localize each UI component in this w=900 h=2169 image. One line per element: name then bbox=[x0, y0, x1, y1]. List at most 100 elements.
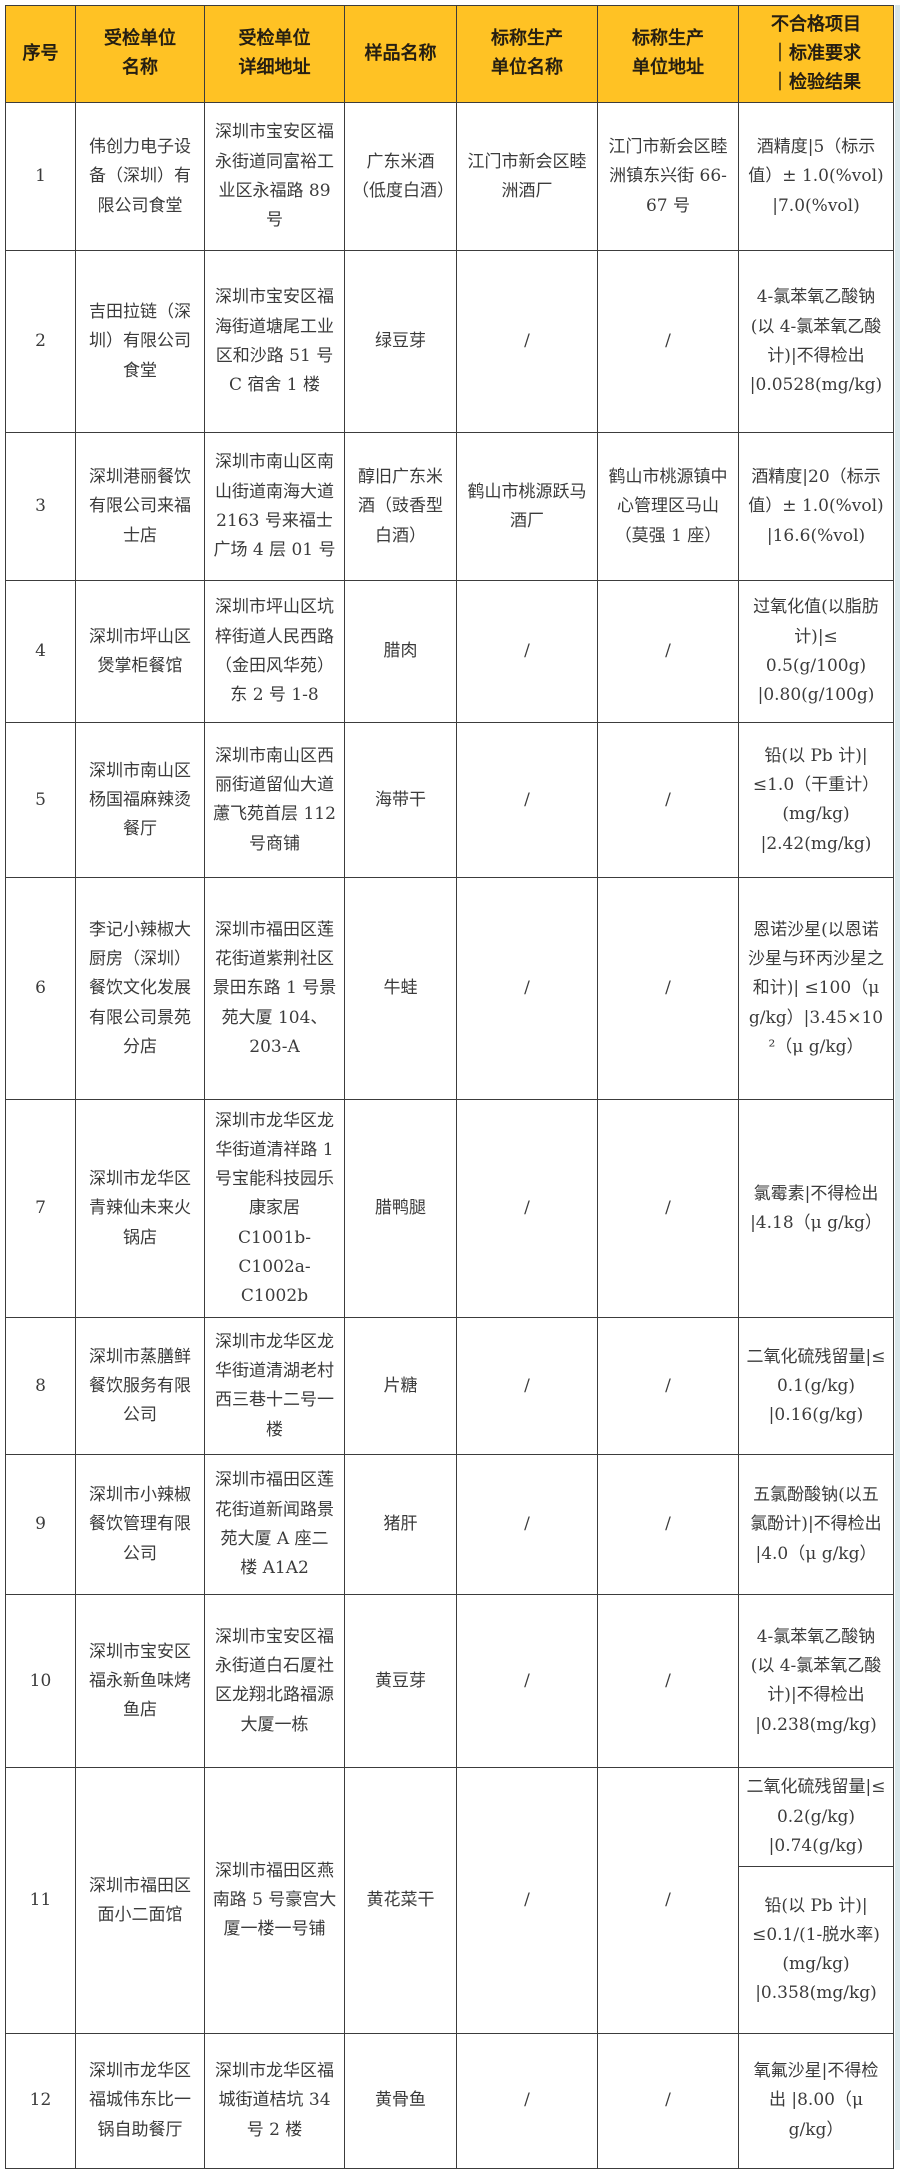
cell-test-result: 恩诺沙星(以恩诺沙星与环丙沙星之和计)| ≤100（μ g/kg）|3.45×1… bbox=[738, 877, 894, 1101]
cell-producer-address: / bbox=[597, 1317, 739, 1456]
cell-sample-name: 醇旧广东米酒（豉香型白酒） bbox=[344, 432, 457, 582]
cell-unit-address: 深圳市龙华区福城街道桔坑 34 号 2 楼 bbox=[204, 2033, 345, 2169]
cell-producer-name: / bbox=[456, 877, 598, 1101]
cell-inspected-unit: 深圳港丽餐饮有限公司来福士店 bbox=[75, 432, 205, 582]
header-sample-name: 样品名称 bbox=[344, 4, 457, 104]
page-edge-strip bbox=[895, 5, 900, 2150]
cell-inspected-unit: 伟创力电子设备（深圳）有限公司食堂 bbox=[75, 102, 205, 252]
cell-test-result: 铅(以 Pb 计)| ≤1.0（干重计）(mg/kg) |2.42(mg/kg) bbox=[738, 722, 894, 879]
cell-unit-address: 深圳市福田区莲花街道紫荆社区景田东路 1 号景苑大厦 104、203-A bbox=[204, 877, 345, 1101]
cell-inspected-unit: 深圳市南山区杨国福麻辣烫餐厅 bbox=[75, 722, 205, 879]
table-row: 7 深圳市龙华区青辣仙未来火锅店 深圳市龙华区龙华街道清祥路 1 号宝能科技园乐… bbox=[5, 1099, 894, 1319]
cell-test-result: 二氧化硫残留量|≤ 0.1(g/kg) |0.16(g/kg) bbox=[738, 1317, 894, 1456]
cell-test-result: 4-氯苯氧乙酸钠(以 4-氯苯氧乙酸计)|不得检出 |0.0528(mg/kg) bbox=[738, 250, 894, 434]
cell-unit-address: 深圳市宝安区福海街道塘尾工业区和沙路 51 号 C 宿舍 1 楼 bbox=[204, 250, 345, 434]
cell-sample-name: 广东米酒（低度白酒） bbox=[344, 102, 457, 252]
cell-serial-number: 2 bbox=[5, 250, 76, 434]
header-result: 不合格项目 ｜标准要求 ｜检验结果 bbox=[738, 4, 894, 104]
cell-producer-name: / bbox=[456, 1317, 598, 1456]
cell-sample-name: 海带干 bbox=[344, 722, 457, 879]
header-producer-address: 标称生产 单位地址 bbox=[597, 4, 739, 104]
cell-producer-name: / bbox=[456, 2033, 598, 2169]
cell-producer-address: / bbox=[597, 1767, 739, 2035]
cell-inspected-unit: 深圳市宝安区福永新鱼味烤鱼店 bbox=[75, 1594, 205, 1769]
cell-serial-number: 9 bbox=[5, 1454, 76, 1596]
table-row: 2 吉田拉链（深圳）有限公司食堂 深圳市宝安区福海街道塘尾工业区和沙路 51 号… bbox=[5, 250, 894, 434]
cell-sample-name: 片糖 bbox=[344, 1317, 457, 1456]
table-row: 4 深圳市坪山区煲掌柜餐馆 深圳市坪山区坑梓街道人民西路（金田风华苑）东 2 号… bbox=[5, 580, 894, 724]
cell-producer-address: 鹤山市桃源镇中心管理区马山（莫强 1 座） bbox=[597, 432, 739, 582]
cell-test-result: 二氧化硫残留量|≤ 0.2(g/kg) |0.74(g/kg) bbox=[738, 1767, 894, 1868]
cell-producer-address: / bbox=[597, 1099, 739, 1319]
cell-producer-address: / bbox=[597, 1454, 739, 1596]
inspection-table: 序号 受检单位 名称 受检单位 详细地址 样品名称 标称生产 单位名称 标称生产… bbox=[5, 4, 894, 2169]
cell-producer-name: / bbox=[456, 580, 598, 724]
cell-producer-name: / bbox=[456, 722, 598, 879]
cell-producer-address: / bbox=[597, 580, 739, 724]
cell-unit-address: 深圳市福田区莲花街道新闻路景苑大厦 A 座二楼 A1A2 bbox=[204, 1454, 345, 1596]
cell-producer-address: / bbox=[597, 877, 739, 1101]
table-row: 11 深圳市福田区面小二面馆 深圳市福田区燕南路 5 号豪宫大厦一楼一号铺 黄花… bbox=[5, 1767, 894, 2035]
cell-serial-number: 6 bbox=[5, 877, 76, 1101]
table-row: 8 深圳市蒸膳鲜餐饮服务有限公司 深圳市龙华区龙华街道清湖老村西三巷十二号一楼 … bbox=[5, 1317, 894, 1456]
cell-test-result: 酒精度|5（标示值）± 1.0(%vol) |7.0(%vol) bbox=[738, 102, 894, 252]
cell-unit-address: 深圳市龙华区龙华街道清湖老村西三巷十二号一楼 bbox=[204, 1317, 345, 1456]
cell-unit-address: 深圳市宝安区福永街道白石厦社区龙翔北路福源大厦一栋 bbox=[204, 1594, 345, 1769]
cell-producer-address: / bbox=[597, 2033, 739, 2169]
cell-sample-name: 猪肝 bbox=[344, 1454, 457, 1596]
cell-unit-address: 深圳市坪山区坑梓街道人民西路（金田风华苑）东 2 号 1-8 bbox=[204, 580, 345, 724]
cell-producer-name: / bbox=[456, 1767, 598, 2035]
cell-sample-name: 腊鸭腿 bbox=[344, 1099, 457, 1319]
cell-test-result: 过氧化值(以脂肪计)|≤ 0.5(g/100g) |0.80(g/100g) bbox=[738, 580, 894, 724]
cell-serial-number: 10 bbox=[5, 1594, 76, 1769]
cell-unit-address: 深圳市福田区燕南路 5 号豪宫大厦一楼一号铺 bbox=[204, 1767, 345, 2035]
table-row: 1 伟创力电子设备（深圳）有限公司食堂 深圳市宝安区福永街道同富裕工业区永福路 … bbox=[5, 102, 894, 252]
header-producer-name: 标称生产 单位名称 bbox=[456, 4, 598, 104]
cell-sample-name: 黄骨鱼 bbox=[344, 2033, 457, 2169]
cell-sample-name: 腊肉 bbox=[344, 580, 457, 724]
cell-serial-number: 4 bbox=[5, 580, 76, 724]
cell-test-result: 酒精度|20（标示值）± 1.0(%vol) |16.6(%vol) bbox=[738, 432, 894, 582]
cell-inspected-unit: 李记小辣椒大厨房（深圳）餐饮文化发展有限公司景苑分店 bbox=[75, 877, 205, 1101]
cell-serial-number: 12 bbox=[5, 2033, 76, 2169]
table-row: 6 李记小辣椒大厨房（深圳）餐饮文化发展有限公司景苑分店 深圳市福田区莲花街道紫… bbox=[5, 877, 894, 1101]
cell-test-result: 五氯酚酸钠(以五氯酚计)|不得检出 |4.0（μ g/kg） bbox=[738, 1454, 894, 1596]
cell-sample-name: 牛蛙 bbox=[344, 877, 457, 1101]
cell-sample-name: 黄花菜干 bbox=[344, 1767, 457, 2035]
header-serial: 序号 bbox=[5, 4, 76, 104]
table-row: 5 深圳市南山区杨国福麻辣烫餐厅 深圳市南山区西丽街道留仙大道藘飞苑首层 112… bbox=[5, 722, 894, 879]
cell-test-result: 铅(以 Pb 计)| ≤0.1/(1-脱水率)(mg/kg) |0.358(mg… bbox=[738, 1866, 894, 2035]
cell-producer-address: / bbox=[597, 250, 739, 434]
cell-serial-number: 1 bbox=[5, 102, 76, 252]
cell-producer-address: / bbox=[597, 1594, 739, 1769]
cell-inspected-unit: 深圳市福田区面小二面馆 bbox=[75, 1767, 205, 2035]
cell-producer-name: / bbox=[456, 1594, 598, 1769]
cell-sample-name: 绿豆芽 bbox=[344, 250, 457, 434]
cell-sample-name: 黄豆芽 bbox=[344, 1594, 457, 1769]
cell-test-result: 氯霉素|不得检出 |4.18（μ g/kg） bbox=[738, 1099, 894, 1319]
cell-producer-name: / bbox=[456, 1454, 598, 1596]
cell-unit-address: 深圳市宝安区福永街道同富裕工业区永福路 89 号 bbox=[204, 102, 345, 252]
cell-serial-number: 11 bbox=[5, 1767, 76, 2035]
table-row: 9 深圳市小辣椒餐饮管理有限公司 深圳市福田区莲花街道新闻路景苑大厦 A 座二楼… bbox=[5, 1454, 894, 1596]
cell-producer-name: 江门市新会区睦洲酒厂 bbox=[456, 102, 598, 252]
header-row: 序号 受检单位 名称 受检单位 详细地址 样品名称 标称生产 单位名称 标称生产… bbox=[5, 4, 894, 104]
table-row: 铅(以 Pb 计)| ≤0.1/(1-脱水率)(mg/kg) |0.358(mg… bbox=[6, 1866, 894, 2035]
cell-producer-name: 鹤山市桃源跃马酒厂 bbox=[456, 432, 598, 582]
cell-inspected-unit: 深圳市坪山区煲掌柜餐馆 bbox=[75, 580, 205, 724]
cell-unit-address: 深圳市龙华区龙华街道清祥路 1 号宝能科技园乐康家居 C1001b-C1002a… bbox=[204, 1099, 345, 1319]
table-row: 3 深圳港丽餐饮有限公司来福士店 深圳市南山区南山街道南海大道 2163 号来福… bbox=[5, 432, 894, 582]
cell-producer-address: / bbox=[597, 722, 739, 879]
cell-inspected-unit: 吉田拉链（深圳）有限公司食堂 bbox=[75, 250, 205, 434]
cell-serial-number: 7 bbox=[5, 1099, 76, 1319]
header-unit-address: 受检单位 详细地址 bbox=[204, 4, 345, 104]
cell-producer-address: 江门市新会区睦洲镇东兴街 66-67 号 bbox=[597, 102, 739, 252]
cell-inspected-unit: 深圳市龙华区福城伟东比一锅自助餐厅 bbox=[75, 2033, 205, 2169]
table-row: 10 深圳市宝安区福永新鱼味烤鱼店 深圳市宝安区福永街道白石厦社区龙翔北路福源大… bbox=[5, 1594, 894, 1769]
cell-producer-name: / bbox=[456, 250, 598, 434]
cell-test-result: 氧氟沙星|不得检出 |8.00（μ g/kg） bbox=[738, 2033, 894, 2169]
cell-serial-number: 3 bbox=[5, 432, 76, 582]
cell-serial-number: 5 bbox=[5, 722, 76, 879]
cell-producer-name: / bbox=[456, 1099, 598, 1319]
cell-serial-number: 8 bbox=[5, 1317, 76, 1456]
